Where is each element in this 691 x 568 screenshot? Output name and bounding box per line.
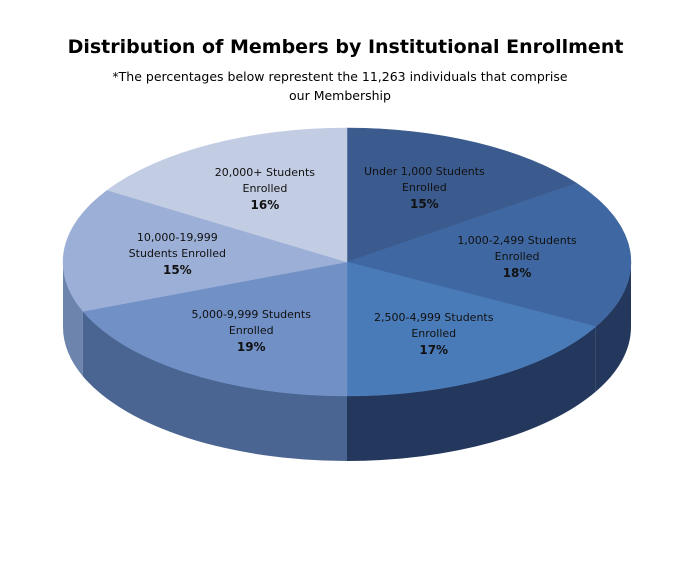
- chart-subtitle: *The percentages below represtent the 11…: [112, 69, 568, 103]
- slice-side: [63, 262, 83, 377]
- slice-value: 17%: [419, 342, 449, 357]
- slice-category: 1,000-2,499 Students Enrolled: [457, 233, 577, 263]
- slice: [346, 127, 578, 263]
- slice-side: [347, 326, 596, 461]
- chart-title: Distribution of Members by Institutional…: [67, 36, 624, 58]
- slice: [106, 127, 348, 263]
- slice: [346, 261, 597, 397]
- slice-label: 5,000-9,999 Students Enrolled 19%: [187, 307, 315, 355]
- slice-value: 16%: [250, 198, 280, 213]
- slice-value: 15%: [409, 196, 439, 211]
- slice: [82, 261, 348, 397]
- slice: [346, 182, 632, 327]
- slice-label: 20,000+ Students Enrolled 16%: [201, 165, 329, 213]
- slice: [62, 189, 348, 312]
- slice-category: 10,000-19,999 Students Enrolled: [128, 231, 226, 261]
- slice-value: 19%: [236, 339, 266, 354]
- slice-category: Under 1,000 Students Enrolled: [363, 164, 485, 194]
- slice-label: Under 1,000 Students Enrolled 15%: [360, 164, 488, 212]
- slice-value: 15%: [162, 263, 192, 278]
- slice-value: 18%: [502, 265, 532, 280]
- slice-label: 10,000-19,999 Students Enrolled 15%: [113, 230, 241, 278]
- slice-category: 2,500-4,999 Students Enrolled: [373, 310, 494, 340]
- slice-label: 1,000-2,499 Students Enrolled 18%: [453, 233, 581, 281]
- slice-category: 5,000-9,999 Students Enrolled: [191, 307, 311, 337]
- slice-label: 2,500-4,999 Students Enrolled 17%: [370, 310, 498, 358]
- slice-side: [595, 262, 631, 392]
- slice-category: 20,000+ Students Enrolled: [214, 166, 316, 196]
- slice-side: [82, 311, 347, 461]
